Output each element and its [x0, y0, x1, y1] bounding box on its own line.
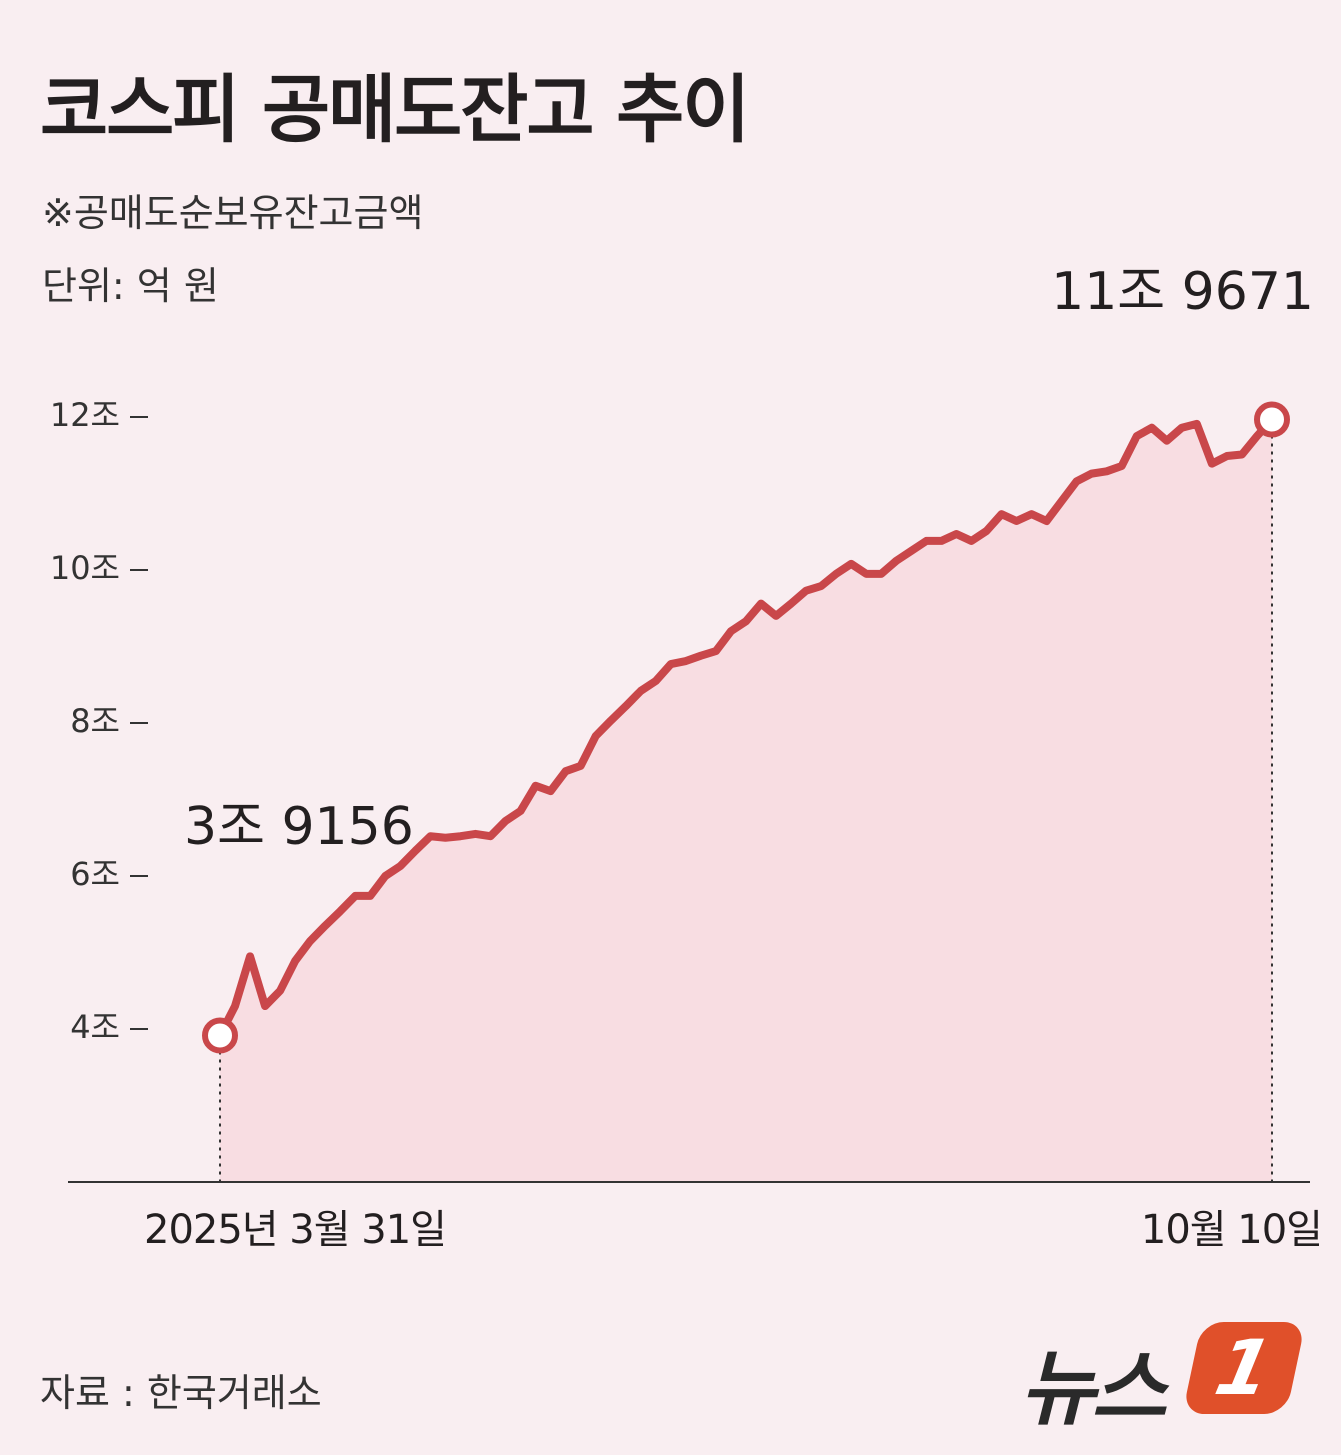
y-tick-label: 12조 [49, 396, 120, 434]
logo: 뉴스 [1020, 1342, 1167, 1437]
line [216, 415, 1276, 1040]
y-tick-label: 8조 [70, 702, 120, 740]
value-label: 3조 9156 [184, 797, 414, 858]
y-tick-label: 6조 [70, 855, 120, 893]
y-tick-label: 10조 [49, 549, 120, 587]
area [220, 419, 1272, 1182]
logo-badge: 1 [1182, 1322, 1306, 1414]
end-point [1254, 401, 1290, 438]
end-point [202, 1017, 238, 1054]
chart-title: 코스피 공매도잔고 추이 [40, 67, 750, 153]
unit-label: 단위: 억 원 [42, 264, 219, 308]
x-tick-label: 2025년 3월 31일 [144, 1207, 447, 1253]
source: 자료 : 한국거래소 [40, 1371, 322, 1415]
x-tick-label: 10월 10일 [1140, 1207, 1323, 1253]
value-label: 11조 9671 [1051, 261, 1314, 322]
y-tick-label: 4조 [70, 1008, 120, 1046]
subtitle: ※공매도순보유잔고금액 [42, 191, 424, 235]
